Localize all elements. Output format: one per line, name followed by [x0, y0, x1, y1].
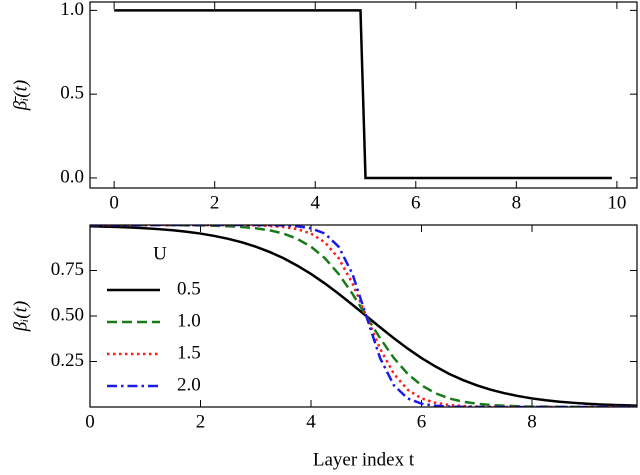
axes-frame	[89, 224, 638, 408]
y-tick-label: 1.0	[60, 0, 84, 20]
legend-title: U	[153, 243, 167, 264]
legend: U 0.5 1.0 1.5 2.0	[107, 243, 201, 395]
plot-lines	[90, 225, 637, 407]
legend-label: 1.5	[177, 342, 201, 363]
y-axis-label: βᵢ(t)	[10, 301, 31, 332]
data-line	[114, 9, 612, 180]
x-tick-label: 4	[310, 192, 320, 213]
plot-area	[114, 9, 612, 180]
y-tick-label: 0.0	[60, 166, 84, 187]
x-tick-label: 0	[85, 411, 95, 432]
y-tick-label: 0.5	[60, 83, 84, 104]
x-axis-label: Layer index t	[313, 449, 415, 470]
legend-label: 2.0	[177, 374, 201, 395]
legend-label: 1.0	[177, 310, 201, 331]
data-line	[90, 225, 637, 407]
data-line	[90, 225, 637, 407]
data-line	[90, 225, 637, 407]
x-tick-label: 6	[411, 192, 421, 213]
y-axis-label: β̄ᵢ(t)	[10, 80, 31, 111]
y-tick-label: 0.75	[51, 259, 84, 280]
x-tick-label: 0	[109, 192, 119, 213]
axes-frame	[89, 1, 638, 189]
legend-label: 0.5	[177, 278, 201, 299]
x-tick-label: 4	[306, 411, 316, 432]
x-tick-label: 6	[417, 411, 427, 432]
y-tick-label: 0.25	[51, 350, 84, 371]
x-tick-label: 10	[607, 192, 626, 213]
plot-lines	[114, 9, 612, 180]
x-tick-label: 8	[527, 411, 537, 432]
x-tick-label: 2	[196, 411, 206, 432]
y-tick-label: 0.50	[51, 304, 84, 325]
plot-area	[90, 225, 637, 407]
data-line	[90, 225, 637, 407]
x-tick-label: 2	[210, 192, 220, 213]
x-tick-label: 8	[512, 192, 522, 213]
